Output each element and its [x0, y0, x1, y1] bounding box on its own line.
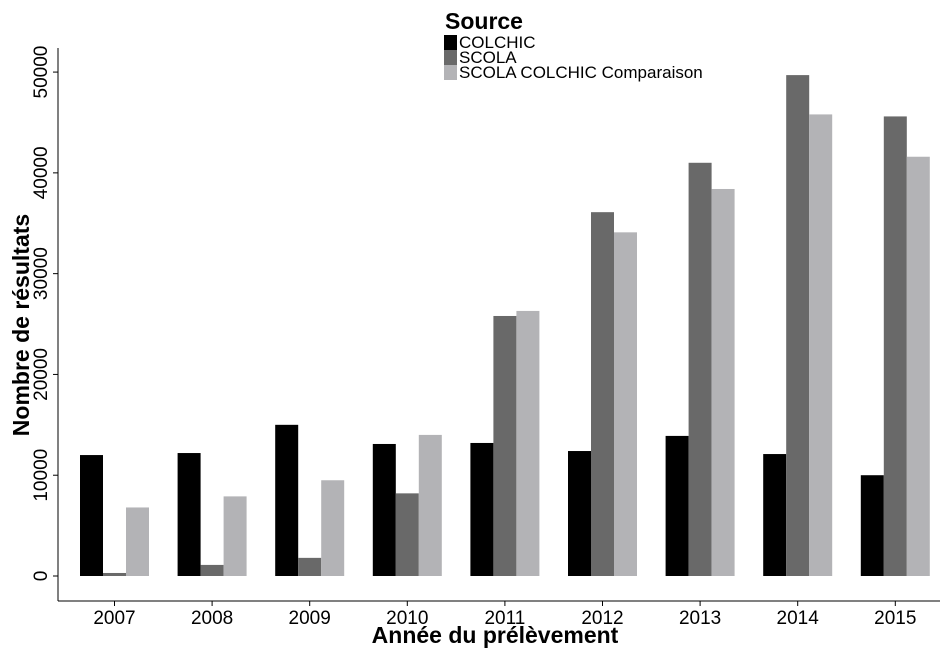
bar-scola-colchic-comparaison-2015 — [906, 156, 930, 577]
bar-colchic-2011 — [470, 442, 494, 576]
x-tick-label: 2008 — [191, 608, 233, 629]
y-axis-ticks: 0 10000 20000 30000 40000 50000 — [31, 46, 58, 582]
y-tick-label: 50000 — [31, 46, 52, 99]
bar-scola-2007 — [103, 572, 126, 576]
y-axis-title: Nombre de résultats — [8, 214, 34, 436]
bar-scola-2010 — [395, 493, 419, 576]
x-tick-label: 2014 — [777, 608, 820, 629]
y-tick-label: 20000 — [31, 348, 52, 401]
y-tick-label: 30000 — [31, 247, 52, 300]
bar-scola-2015 — [883, 116, 907, 577]
bar-scola-2008 — [200, 564, 224, 576]
bar-scola-colchic-comparaison-2009 — [321, 480, 345, 576]
bar-scola-colchic-comparaison-2008 — [223, 496, 247, 576]
bar-scola-colchic-comparaison-2007 — [126, 507, 149, 576]
bar-scola-2009 — [298, 557, 322, 576]
x-tick-label: 2010 — [386, 608, 428, 629]
bar-scola-2013 — [688, 162, 712, 577]
x-tick-label: 2015 — [874, 608, 916, 629]
bar-scola-2011 — [493, 315, 517, 576]
y-tick-label: 10000 — [31, 449, 52, 502]
x-tick-label: 2009 — [289, 608, 331, 629]
bar-scola-colchic-comparaison-2012 — [614, 232, 637, 576]
bar-scola-2012 — [591, 212, 614, 576]
legend-label: SCOLA COLCHIC Comparaison — [459, 63, 703, 82]
x-tick-label: 2011 — [484, 608, 525, 629]
legend-swatch-colchic — [444, 35, 457, 50]
x-tick-label: 2012 — [581, 608, 623, 629]
bar-scola-colchic-comparaison-2013 — [711, 188, 735, 577]
y-tick-label: 0 — [31, 571, 52, 582]
x-axis-ticks: 2007 2008 2009 2010 2011 2012 2013 2014 2015 — [93, 601, 916, 629]
legend-swatch-scola-colchic-comparaison — [444, 65, 457, 80]
x-axis-title: Année du prélèvement — [372, 622, 619, 648]
bar-colchic-2012 — [568, 451, 591, 576]
x-tick-label: 2013 — [679, 608, 721, 629]
bar-scola-colchic-comparaison-2010 — [418, 434, 442, 576]
bar-colchic-2007 — [80, 455, 103, 576]
bar-scola-colchic-comparaison-2014 — [809, 114, 833, 577]
legend-label: SCOLA — [459, 48, 517, 67]
bar-scola-2014 — [786, 75, 810, 576]
bar-colchic-2009 — [275, 424, 299, 576]
bar-colchic-2010 — [372, 443, 396, 576]
bars-group — [80, 75, 930, 577]
bar-colchic-2014 — [763, 454, 787, 576]
x-tick-label: 2007 — [93, 608, 135, 629]
bar-colchic-2008 — [177, 453, 201, 576]
y-tick-label: 40000 — [31, 146, 52, 199]
bar-colchic-2013 — [665, 435, 689, 576]
bar-scola-colchic-comparaison-2011 — [516, 310, 540, 576]
bar-colchic-2015 — [860, 475, 884, 576]
legend-label: COLCHIC — [459, 33, 536, 52]
legend-swatch-scola — [444, 50, 457, 65]
legend-title: Source — [445, 8, 523, 34]
